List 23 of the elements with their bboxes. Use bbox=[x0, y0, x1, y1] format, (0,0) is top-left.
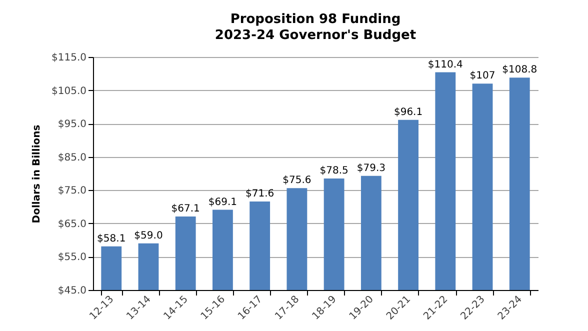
y-tick-label: $65.0 bbox=[58, 218, 86, 230]
data-label: $71.6 bbox=[246, 188, 274, 200]
data-label: $96.1 bbox=[394, 106, 423, 118]
data-label: $75.6 bbox=[282, 175, 312, 186]
chart-title: Proposition 98 Funding bbox=[230, 12, 401, 27]
data-label: $59.0 bbox=[134, 230, 163, 242]
data-label: $67.1 bbox=[171, 203, 200, 214]
data-label: $110.4 bbox=[428, 59, 463, 70]
y-tick-label: $95.0 bbox=[58, 119, 86, 130]
y-tick-label: $105.0 bbox=[52, 86, 86, 97]
data-label: $58.1 bbox=[97, 233, 126, 244]
y-axis-title: Dollars in Billions bbox=[32, 124, 43, 224]
data-label: $79.3 bbox=[356, 162, 386, 174]
chart-subtitle: 2023-24 Governor's Budget bbox=[214, 28, 416, 43]
y-tick-label: $85.0 bbox=[58, 152, 86, 164]
y-tick-label: $115.0 bbox=[52, 52, 86, 64]
y-tick-label: $45.0 bbox=[58, 286, 86, 296]
y-tick-label: $75.0 bbox=[58, 186, 86, 197]
data-label: $107 bbox=[470, 70, 496, 82]
data-label: $78.5 bbox=[320, 165, 348, 176]
y-tick-label: $55.0 bbox=[58, 252, 86, 264]
data-label: $69.1 bbox=[208, 196, 238, 208]
data-label: $108.8 bbox=[502, 64, 538, 76]
